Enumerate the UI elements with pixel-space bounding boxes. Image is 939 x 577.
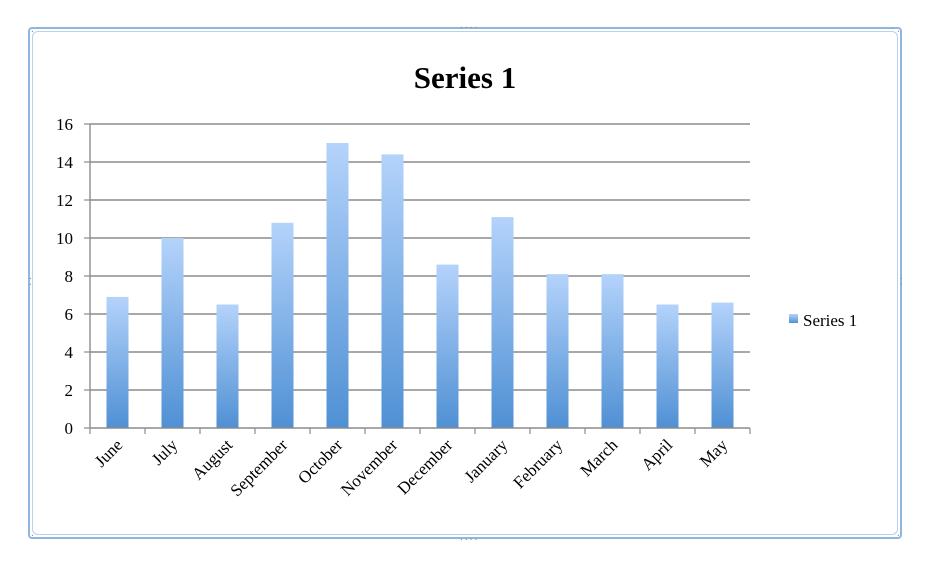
y-tick-labels: 0 2 4 6 8 10 12 14 16 [56,115,74,438]
x-tick-label: August [188,435,236,483]
resize-handle-top-left[interactable]: · [30,27,35,36]
bars [106,143,734,428]
y-tick-label: 10 [56,229,73,248]
legend-label: Series 1 [803,311,857,330]
x-tick-label: June [91,435,126,470]
x-tick-label: July [148,435,182,469]
x-tick-label: September [226,435,291,500]
bar [216,304,239,428]
bar [271,222,294,428]
x-tick-label: December [394,435,457,498]
y-tick-label: 8 [65,267,74,286]
resize-handle-top[interactable]: ···· [459,23,479,32]
legend[interactable]: Series 1 [789,311,857,330]
resize-handle-left[interactable]: ·· [28,274,33,289]
axes [89,124,751,434]
bar [546,274,569,428]
bar [601,274,624,428]
bar [491,217,514,428]
y-tick-label: 4 [65,343,74,362]
y-tick-label: 2 [65,381,74,400]
chart-frame-inner-border [32,31,898,535]
x-tick-label: October [294,435,346,487]
resize-handle-top-right[interactable]: · [896,27,901,36]
bar [656,304,679,428]
x-tick-label: April [638,435,677,474]
x-tick-label: March [577,435,622,480]
bar [161,238,184,428]
resize-handle-bottom-right[interactable]: · [896,531,901,540]
x-tick-label: November [337,435,401,499]
chart-title: Series 1 [414,60,516,95]
resize-handle-bottom[interactable]: ···· [459,535,479,544]
gridlines [84,123,750,429]
bar [106,296,129,428]
x-tick-label: May [696,435,732,471]
y-tick-label: 6 [65,305,74,324]
bar [711,302,734,428]
resize-handle-right[interactable]: ·· [899,274,904,289]
legend-swatch [789,314,798,323]
y-tick-label: 12 [56,191,73,210]
y-tick-label: 0 [65,419,74,438]
resize-handle-bottom-left[interactable]: · [30,531,35,540]
bar [436,264,459,428]
bar [326,143,349,428]
x-tick-label: January [461,435,512,486]
x-tick-label: February [509,435,566,492]
bar [381,154,404,428]
y-tick-label: 16 [56,115,73,134]
y-tick-label: 14 [56,153,74,172]
